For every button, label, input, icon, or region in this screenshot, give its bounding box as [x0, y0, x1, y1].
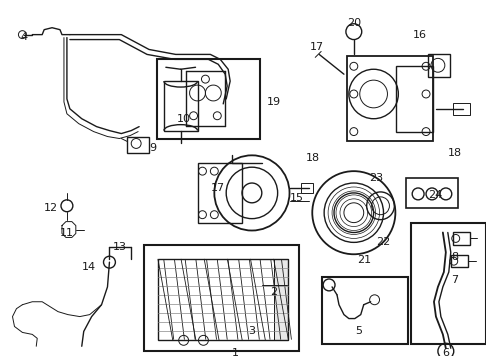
Bar [346, 57, 432, 141]
Text: 12: 12 [44, 203, 58, 213]
Bar [450, 255, 467, 267]
Text: 11: 11 [60, 228, 74, 238]
Text: 22: 22 [376, 238, 390, 247]
Text: 3: 3 [247, 327, 254, 337]
Bar [273, 259, 287, 340]
Text: 6: 6 [442, 348, 448, 358]
Text: 1: 1 [231, 348, 238, 358]
Bar [157, 59, 259, 139]
Bar [452, 233, 468, 246]
Text: 14: 14 [81, 262, 96, 272]
Bar [452, 103, 468, 115]
Text: 16: 16 [412, 30, 427, 40]
Text: 7: 7 [450, 275, 457, 285]
Bar [410, 222, 486, 344]
Bar [197, 163, 242, 222]
Bar [144, 246, 299, 351]
Bar [427, 54, 449, 77]
Bar [301, 183, 313, 193]
Text: 24: 24 [427, 190, 441, 200]
Text: 4: 4 [20, 32, 27, 42]
Text: 21: 21 [356, 255, 370, 265]
Text: 18: 18 [305, 153, 319, 163]
Text: 23: 23 [368, 173, 382, 183]
Text: 15: 15 [289, 193, 303, 203]
Text: 10: 10 [176, 114, 190, 124]
Text: 13: 13 [112, 242, 126, 252]
Bar [322, 277, 407, 344]
Bar [158, 259, 287, 340]
Text: 17: 17 [309, 41, 324, 51]
Text: 8: 8 [450, 252, 457, 262]
Text: 5: 5 [355, 327, 362, 337]
Bar [396, 66, 432, 132]
Text: 2: 2 [269, 287, 276, 297]
Text: 18: 18 [447, 148, 461, 158]
Bar [406, 178, 457, 208]
Bar [163, 81, 197, 131]
Bar [127, 136, 149, 153]
Text: 20: 20 [346, 18, 360, 28]
Text: 9: 9 [149, 143, 156, 153]
Text: 17: 17 [210, 183, 224, 193]
Text: 19: 19 [266, 97, 280, 107]
